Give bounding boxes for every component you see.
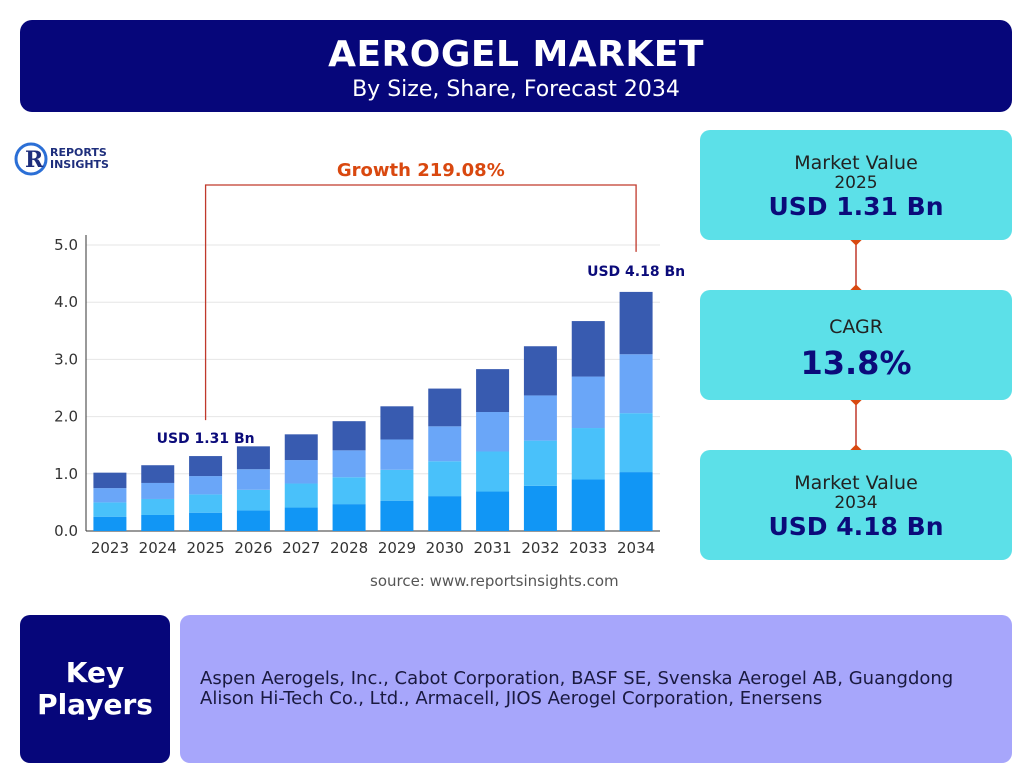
header-banner: AEROGEL MARKET By Size, Share, Forecast …	[20, 20, 1012, 112]
x-tick-label: 2029	[378, 539, 416, 557]
y-tick-label: 2.0	[54, 408, 78, 426]
bar-segment	[236, 469, 270, 490]
x-tick-label: 2028	[330, 539, 368, 557]
bar-segment	[236, 446, 270, 470]
page-subtitle: By Size, Share, Forecast 2034	[352, 77, 680, 102]
x-tick-label: 2026	[234, 539, 272, 557]
end-value-label: USD 4.18 Bn	[587, 264, 685, 280]
bar-segment	[284, 507, 318, 531]
card-value: 13.8%	[800, 344, 912, 382]
bar-segment	[619, 291, 653, 355]
bar-segment	[284, 434, 318, 461]
bar-segment	[619, 413, 653, 473]
bar-segment	[428, 426, 462, 462]
card-value: USD 4.18 Bn	[768, 512, 944, 541]
bar-segment	[141, 465, 175, 483]
card-value: USD 1.31 Bn	[768, 192, 944, 221]
company-logo: R REPORTS INSIGHTS	[14, 142, 109, 176]
logo-text-line1: REPORTS	[50, 146, 107, 159]
bar-segment	[476, 451, 510, 492]
bar-segment	[571, 321, 605, 377]
bar-segment	[236, 489, 270, 511]
card-label: Market Value	[794, 152, 918, 174]
market-value-2025-card: Market Value 2025 USD 1.31 Bn	[700, 130, 1012, 240]
growth-bracket	[204, 184, 637, 421]
bar-segment	[332, 504, 366, 531]
bar-segment	[141, 514, 175, 531]
market-chart: 0.0 1.0 2.0 3.0 4.0 5.0 2023 2024 2025 2026 2027 20…	[0, 120, 690, 600]
bar-segment	[380, 500, 414, 531]
market-value-2034-card: Market Value 2034 USD 4.18 Bn	[700, 450, 1012, 560]
bar-segment	[476, 369, 510, 413]
x-tick-label: 2023	[91, 539, 129, 557]
bar-segment	[284, 483, 318, 508]
y-tick-label: 1.0	[54, 465, 78, 483]
bar-segment	[141, 498, 175, 515]
bar-segment	[476, 412, 510, 452]
bar-segment	[476, 491, 510, 531]
x-tick-label: 2033	[569, 539, 607, 557]
bar-segment	[523, 346, 557, 396]
stacked-bar-chart: 0.0 1.0 2.0 3.0 4.0 5.0 2023 2024 2025 2026 2027 20…	[54, 160, 685, 557]
card-label: CAGR	[829, 316, 883, 338]
key-players-panel: Aspen Aerogels, Inc., Cabot Corporation,…	[180, 615, 1012, 763]
key-players-title-line2: Players	[37, 688, 153, 721]
bar-segment	[236, 510, 270, 531]
bar-segment	[380, 439, 414, 470]
bar-segment	[523, 440, 557, 486]
key-players-title-line1: Key	[65, 656, 125, 689]
bar-segment	[93, 516, 127, 531]
x-tick-label: 2031	[473, 539, 511, 557]
bar-segment	[189, 512, 223, 531]
bar-segment	[428, 388, 462, 427]
bar-segment	[428, 496, 462, 531]
bar-segment	[284, 460, 318, 484]
y-tick-label: 4.0	[54, 293, 78, 311]
bar-segment	[93, 502, 127, 517]
x-tick-label: 2034	[617, 539, 655, 557]
bar-segment	[332, 450, 366, 478]
bar-segment	[571, 428, 605, 480]
svg-text:R: R	[25, 147, 44, 173]
x-tick-label: 2024	[139, 539, 177, 557]
x-tick-label: 2027	[282, 539, 320, 557]
bar-segment	[619, 472, 653, 531]
bar-segment	[189, 494, 223, 513]
bar-segment	[571, 376, 605, 429]
bar-segment	[93, 488, 127, 503]
page-title: AEROGEL MARKET	[328, 34, 704, 75]
bar-segment	[619, 354, 653, 414]
y-tick-label: 5.0	[54, 236, 78, 254]
card-year: 2034	[834, 493, 878, 513]
bar-segment	[189, 456, 223, 477]
bar-segment	[332, 421, 366, 451]
bar-segment	[141, 482, 175, 499]
key-players-list: Aspen Aerogels, Inc., Cabot Corporation,…	[200, 668, 954, 709]
y-tick-label: 0.0	[54, 522, 78, 540]
cagr-card: CAGR 13.8%	[700, 290, 1012, 400]
bar-segment	[523, 485, 557, 531]
y-tick-label: 3.0	[54, 350, 78, 368]
x-tick-label: 2030	[426, 539, 464, 557]
bar-segment	[380, 469, 414, 501]
x-tick-label: 2032	[521, 539, 559, 557]
key-players-heading: Key Players	[20, 615, 170, 763]
logo-text-line2: INSIGHTS	[50, 158, 109, 171]
x-tick-label: 2025	[186, 539, 224, 557]
bar-segment	[189, 476, 223, 495]
card-year: 2025	[834, 173, 878, 193]
source-note: source: www.reportsinsights.com	[370, 572, 619, 590]
logo-icon: R	[14, 142, 48, 176]
bar-segment	[93, 472, 127, 489]
bar-segment	[523, 395, 557, 441]
start-value-label: USD 1.31 Bn	[157, 431, 255, 447]
bar-segment	[332, 477, 366, 505]
bar-segment	[428, 461, 462, 497]
bar-segment	[571, 479, 605, 531]
growth-label: Growth 219.08%	[337, 160, 505, 181]
card-label: Market Value	[794, 472, 918, 494]
bar-segment	[380, 406, 414, 440]
